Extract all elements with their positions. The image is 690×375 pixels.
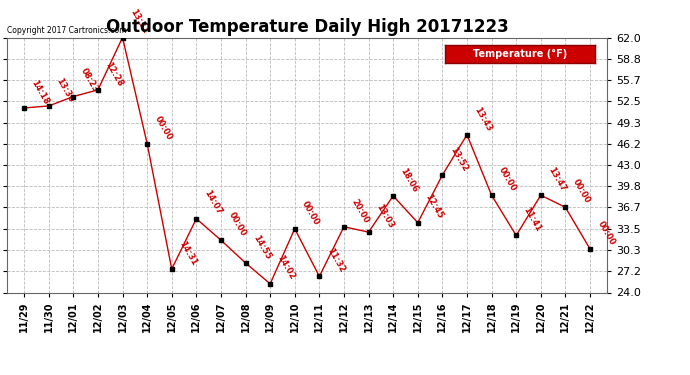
Text: 14:07: 14:07 [202, 189, 223, 216]
Text: 13:30: 13:30 [55, 76, 75, 104]
Text: 00:00: 00:00 [571, 178, 592, 205]
Text: 14:31: 14:31 [177, 239, 199, 267]
Text: 12:45: 12:45 [424, 193, 444, 220]
Text: 13:03: 13:03 [374, 202, 395, 230]
Title: Outdoor Temperature Daily High 20171223: Outdoor Temperature Daily High 20171223 [106, 18, 509, 36]
Text: 13:43: 13:43 [473, 105, 493, 133]
Text: 00:00: 00:00 [226, 211, 248, 238]
Text: 20:00: 20:00 [350, 197, 371, 225]
Text: 12:28: 12:28 [104, 60, 125, 88]
Text: 18:06: 18:06 [399, 166, 420, 194]
Text: 14:18: 14:18 [30, 78, 51, 106]
Text: 11:41: 11:41 [522, 206, 543, 233]
Text: 13:47: 13:47 [546, 165, 567, 193]
Text: 00:00: 00:00 [595, 219, 617, 247]
Text: Copyright 2017 Cartronics.com: Copyright 2017 Cartronics.com [7, 26, 126, 35]
Text: 00:00: 00:00 [300, 199, 322, 226]
Text: 00:00: 00:00 [152, 114, 174, 141]
Text: 00:00: 00:00 [497, 166, 518, 193]
Text: 08:23: 08:23 [79, 67, 100, 94]
Text: 14:55: 14:55 [251, 233, 273, 261]
Text: 13:31: 13:31 [128, 8, 149, 35]
Text: 11:32: 11:32 [325, 246, 346, 274]
Text: 13:52: 13:52 [448, 145, 469, 173]
Text: 14:02: 14:02 [276, 254, 297, 282]
